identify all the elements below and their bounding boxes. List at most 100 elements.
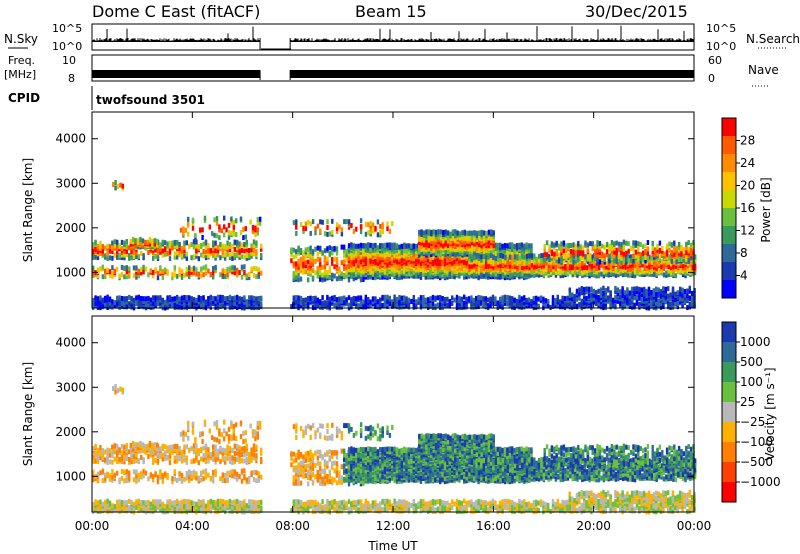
power-cell bbox=[180, 295, 184, 301]
power-cell bbox=[137, 294, 140, 300]
power-cell bbox=[140, 267, 143, 273]
power-cell bbox=[393, 270, 396, 276]
power-cell bbox=[453, 263, 456, 269]
power-cell bbox=[419, 275, 423, 280]
power-cell bbox=[159, 249, 162, 255]
power-cell bbox=[369, 242, 372, 248]
power-cell bbox=[482, 265, 485, 271]
power-cell bbox=[302, 250, 305, 256]
power-cell bbox=[525, 242, 528, 248]
power-cell bbox=[125, 242, 128, 248]
power-cell bbox=[207, 296, 210, 301]
power-cell bbox=[434, 236, 438, 242]
power-cell bbox=[359, 249, 363, 255]
power-cell bbox=[207, 246, 210, 252]
power-cell bbox=[209, 272, 212, 277]
power-cell bbox=[316, 270, 319, 276]
power-cell bbox=[257, 273, 260, 279]
power-cell bbox=[219, 241, 222, 247]
power-cell bbox=[410, 250, 413, 256]
power-cell bbox=[499, 253, 502, 258]
power-cell bbox=[374, 247, 377, 253]
power-cell bbox=[202, 249, 205, 254]
power-cell bbox=[347, 260, 351, 266]
power-cell bbox=[521, 259, 524, 265]
power-cell bbox=[192, 270, 196, 276]
power-cell bbox=[94, 295, 97, 301]
power-cell bbox=[159, 242, 162, 248]
power-cell bbox=[108, 269, 112, 275]
power-cell bbox=[204, 267, 208, 273]
power-cell bbox=[183, 297, 186, 303]
power-cell bbox=[223, 232, 226, 238]
power-cell bbox=[125, 296, 128, 302]
power-cell bbox=[188, 243, 191, 249]
power-cell bbox=[455, 268, 459, 274]
power-cell bbox=[431, 266, 435, 272]
power-cell bbox=[323, 264, 327, 270]
power-cell bbox=[200, 273, 203, 279]
power-cell bbox=[405, 243, 408, 249]
power-cell bbox=[224, 244, 227, 250]
power-cell bbox=[178, 246, 181, 251]
power-cell bbox=[199, 227, 202, 233]
power-cell bbox=[309, 268, 312, 274]
power-cell bbox=[182, 226, 185, 232]
power-cell bbox=[211, 231, 214, 237]
power-cell bbox=[128, 253, 131, 258]
power-cell bbox=[593, 272, 596, 278]
power-cell bbox=[240, 254, 244, 260]
power-cell bbox=[333, 256, 336, 262]
power-cell bbox=[473, 255, 476, 261]
power-cell bbox=[92, 254, 95, 260]
power-cell bbox=[179, 227, 183, 233]
power-cell bbox=[134, 243, 137, 248]
power-cell bbox=[185, 271, 188, 277]
power-cell bbox=[513, 254, 517, 260]
power-cell bbox=[494, 266, 497, 272]
power-cell bbox=[393, 261, 396, 267]
power-cell bbox=[159, 265, 162, 271]
power-cell bbox=[249, 219, 252, 225]
power-cell bbox=[496, 245, 499, 251]
power-cell bbox=[439, 254, 442, 260]
power-cell bbox=[132, 236, 135, 242]
power-cell bbox=[333, 246, 336, 252]
power-cell bbox=[228, 300, 232, 305]
power-cell bbox=[92, 270, 95, 276]
power-cell bbox=[323, 276, 327, 282]
power-cell bbox=[451, 246, 455, 252]
power-cell bbox=[200, 302, 203, 308]
power-cell bbox=[147, 250, 150, 255]
power-cell bbox=[466, 238, 469, 244]
power-cell bbox=[516, 271, 519, 277]
power-cell bbox=[260, 246, 263, 252]
power-cell bbox=[432, 239, 435, 245]
power-cell bbox=[442, 230, 445, 235]
power-cell bbox=[350, 270, 353, 276]
power-cell bbox=[528, 265, 531, 271]
power-cell bbox=[621, 268, 625, 274]
power-cell bbox=[260, 295, 263, 301]
power-cell bbox=[297, 262, 300, 268]
power-cell bbox=[418, 229, 421, 235]
power-cell bbox=[595, 273, 598, 279]
power-cell bbox=[238, 241, 241, 247]
power-cell bbox=[128, 245, 131, 251]
power-cell bbox=[381, 274, 384, 280]
power-cell bbox=[171, 240, 174, 246]
power-cell bbox=[149, 268, 152, 274]
power-cell bbox=[228, 252, 232, 258]
power-cell bbox=[243, 242, 246, 248]
power-cell bbox=[501, 243, 504, 249]
power-cell bbox=[545, 266, 548, 272]
power-cell bbox=[108, 244, 112, 250]
power-cell bbox=[156, 295, 160, 301]
power-cell bbox=[513, 266, 517, 272]
power-cell bbox=[240, 242, 244, 248]
power-cell bbox=[557, 269, 560, 275]
power-cell bbox=[331, 272, 334, 278]
power-cell bbox=[578, 267, 582, 273]
power-cell bbox=[180, 268, 184, 274]
